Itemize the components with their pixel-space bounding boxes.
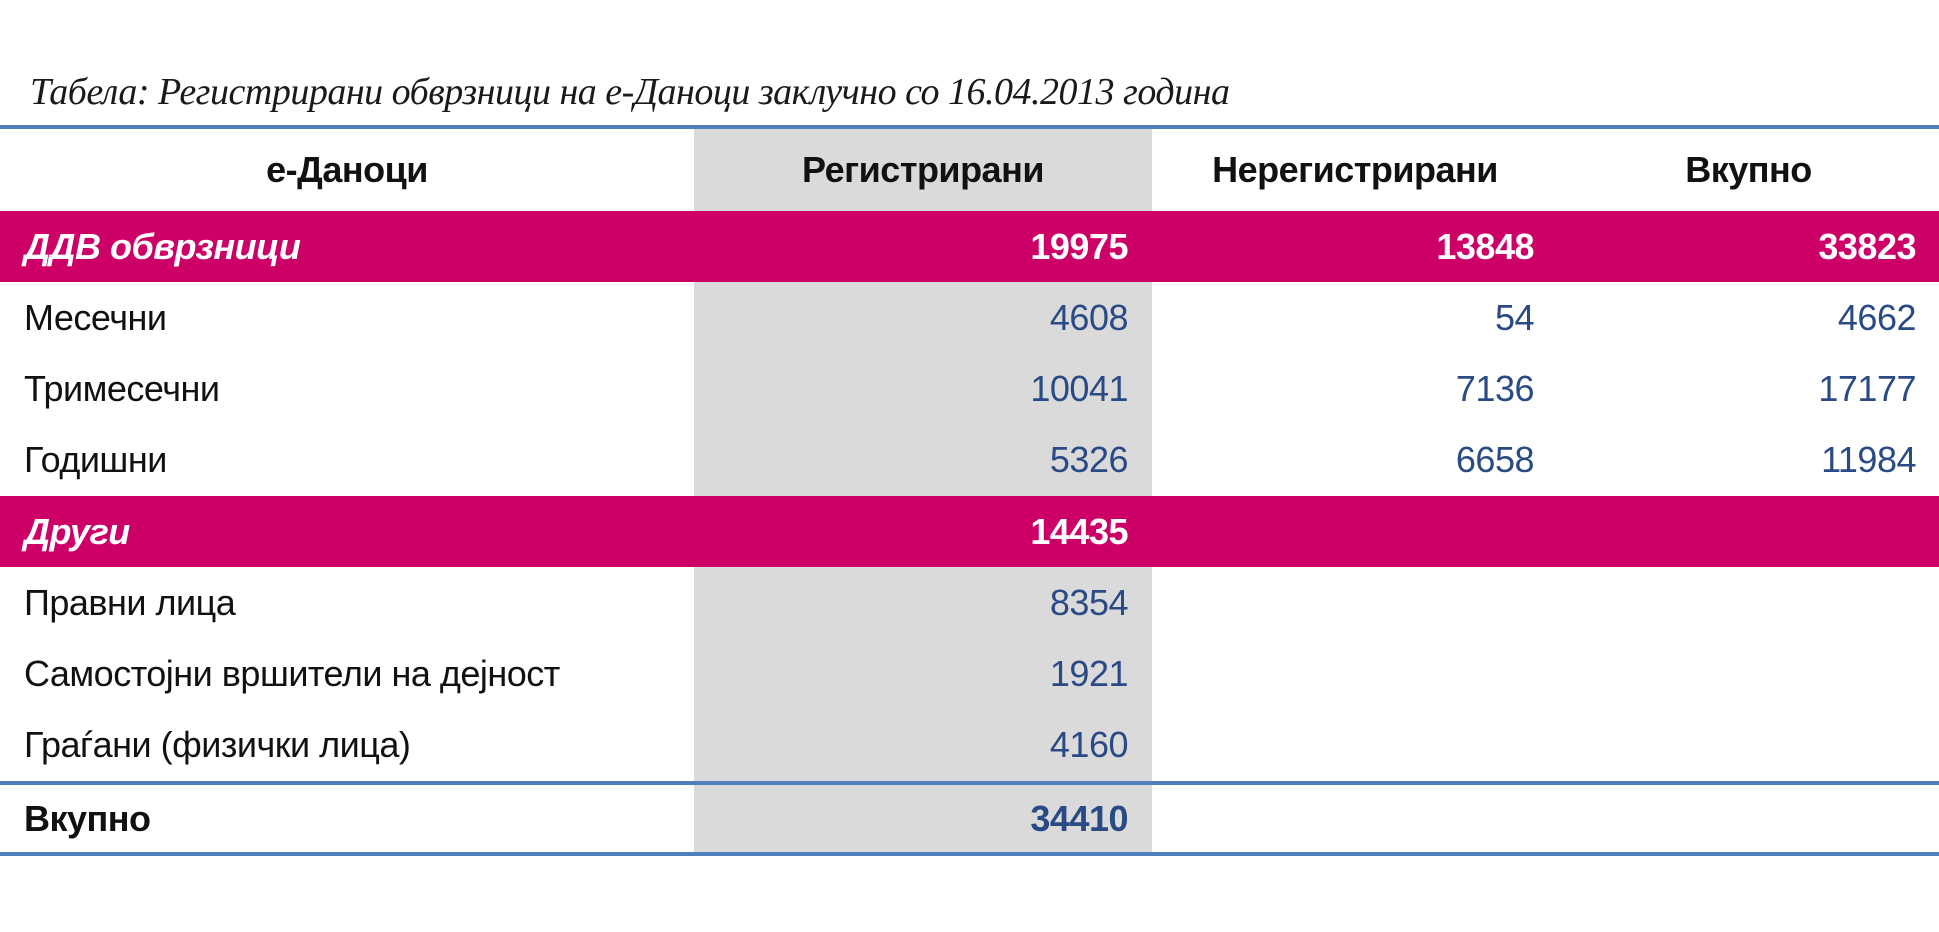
cell-registered: 4608 [1049, 297, 1129, 338]
cell-unregistered [1152, 496, 1534, 567]
table-row-group: Други 14435 [0, 496, 1939, 567]
row-label: Самостојни вршители на дејност [24, 653, 560, 694]
header-row: е-Даноци Регистрирани Нерегистрирани Вку… [0, 129, 1939, 211]
table-row: Самостојни вршители на дејност 1921 [0, 638, 1939, 709]
header-unregistered: Нерегистрирани [1212, 149, 1498, 190]
cell-registered: 4160 [1049, 724, 1129, 765]
cell-total [1558, 709, 1916, 780]
cell-unregistered [1152, 709, 1534, 780]
table-title: Табела: Регистрирани обврзници на е-Дано… [30, 71, 1230, 113]
total-row: Вкупно 34410 [0, 785, 1939, 853]
cell-unregistered: 6658 [1455, 439, 1535, 480]
cell-total: 11984 [1821, 439, 1916, 480]
header-total: Вкупно [1685, 149, 1812, 190]
table-row-group: ДДВ обврзници 19975 13848 33823 [0, 211, 1939, 282]
cell-total [1558, 496, 1916, 567]
table-row: Месечни 4608 54 4662 [0, 282, 1939, 353]
cell-unregistered [1152, 638, 1534, 709]
total-top-rule [0, 781, 1939, 785]
cell-unregistered: 13848 [1436, 226, 1534, 267]
table-row: Тримесечни 10041 7136 17177 [0, 353, 1939, 424]
top-rule [0, 125, 1939, 129]
cell-registered: 5326 [1049, 439, 1129, 480]
cell-unregistered: 54 [1494, 297, 1535, 338]
total-label: Вкупно [24, 798, 151, 839]
row-label: Други [24, 511, 130, 552]
row-label: Годишни [24, 439, 167, 480]
cell-total [1558, 567, 1916, 638]
cell-total: 4662 [1837, 297, 1917, 338]
cell-registered: 10041 [1030, 368, 1128, 409]
bottom-rule [0, 852, 1939, 856]
cell-registered: 19975 [1030, 226, 1128, 267]
total-registered: 34410 [1030, 798, 1128, 839]
cell-registered: 8354 [1049, 582, 1129, 623]
cell-total: 33823 [1818, 226, 1916, 267]
row-label: Тримесечни [24, 368, 220, 409]
cell-unregistered: 7136 [1455, 368, 1535, 409]
cell-unregistered [1152, 567, 1534, 638]
cell-registered: 14435 [1030, 511, 1128, 552]
row-label: Месечни [24, 297, 167, 338]
header-e-danoci: е-Даноци [266, 149, 428, 190]
cell-registered: 1921 [1049, 653, 1129, 694]
row-label: Граѓани (физички лица) [24, 724, 411, 765]
table-row: Правни лица 8354 [0, 567, 1939, 638]
row-label: ДДВ обврзници [24, 226, 301, 267]
row-label: Правни лица [24, 582, 236, 623]
table-row: Годишни 5326 6658 11984 [0, 424, 1939, 495]
cell-total [1558, 638, 1916, 709]
header-registered: Регистрирани [802, 149, 1044, 190]
cell-total: 17177 [1818, 368, 1916, 409]
table-row: Граѓани (физички лица) 4160 [0, 709, 1939, 780]
